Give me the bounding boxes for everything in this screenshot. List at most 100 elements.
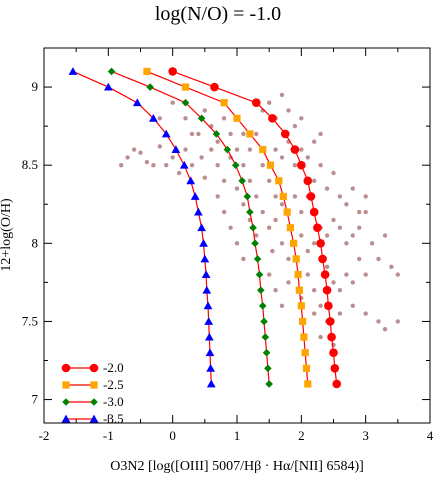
scatter-point <box>337 311 343 316</box>
legend-marker <box>62 381 70 389</box>
scatter-point <box>324 186 330 191</box>
data-point <box>283 208 291 216</box>
scatter-point <box>273 147 278 152</box>
data-point <box>292 255 300 263</box>
scatter-point <box>254 131 259 137</box>
data-point <box>199 238 208 247</box>
data-point <box>220 99 228 107</box>
data-point <box>324 301 333 311</box>
scatter-point <box>273 288 278 293</box>
scatter-point <box>286 108 291 113</box>
data-point <box>306 192 316 201</box>
scatter-point <box>267 272 272 277</box>
scatter-point <box>344 202 349 207</box>
data-point <box>313 223 322 232</box>
data-point <box>143 67 151 76</box>
legend-label: -2.5 <box>103 377 124 392</box>
data-point <box>301 349 309 357</box>
scatter-point <box>273 217 278 223</box>
series-line <box>111 70 270 384</box>
scatter-point <box>241 131 246 137</box>
data-point <box>168 67 177 76</box>
legend-marker <box>90 381 98 389</box>
data-point <box>246 130 254 138</box>
scatter-point <box>344 241 349 246</box>
scatter-point <box>183 116 188 121</box>
scatter-point <box>241 163 246 168</box>
scatter-point <box>299 147 304 152</box>
data-point <box>186 176 196 185</box>
data-point <box>171 145 181 154</box>
data-point <box>204 317 214 325</box>
data-point <box>249 223 257 232</box>
scatter-point <box>138 150 143 155</box>
data-point <box>202 285 212 294</box>
scatter-point <box>382 327 388 332</box>
data-point <box>322 285 332 295</box>
y-tick-label: 8.5 <box>22 157 38 172</box>
series-0 <box>168 67 342 389</box>
legend-marker <box>89 363 99 373</box>
data-point <box>190 192 200 200</box>
scatter-point <box>189 163 195 168</box>
scatter-point <box>299 116 304 121</box>
scatter-point <box>389 264 394 269</box>
scatter-point <box>331 217 336 223</box>
scatter-point <box>337 225 343 230</box>
data-point <box>179 160 189 169</box>
legend-marker <box>62 398 70 406</box>
series-lines <box>68 67 342 389</box>
data-point <box>107 67 116 76</box>
x-tick-label: -1 <box>103 428 114 443</box>
chart-title: log(N/O) = -1.0 <box>155 3 281 25</box>
scatter-point <box>119 163 124 168</box>
data-point <box>320 270 330 279</box>
data-point <box>258 302 267 310</box>
x-tick-label: 3 <box>362 428 369 443</box>
scatter-point <box>363 194 368 199</box>
data-point <box>303 176 313 186</box>
scatter-point <box>357 256 362 262</box>
data-point <box>309 207 319 217</box>
scatter-point <box>331 280 336 285</box>
scatter-point <box>157 144 162 149</box>
scatter-point <box>144 159 150 165</box>
scatter-point <box>267 225 272 230</box>
data-point <box>325 317 335 326</box>
data-point <box>265 380 273 388</box>
scatter-point <box>286 256 291 262</box>
scatter-point <box>202 175 207 180</box>
scatter-point <box>382 233 388 238</box>
y-tick-label: 7.5 <box>22 313 38 328</box>
data-point <box>197 223 206 232</box>
scatter-point <box>267 178 272 183</box>
scatter-point <box>170 155 175 160</box>
legend: -2.0 -2.5 -3.0 -3.5 <box>61 360 124 426</box>
data-point <box>330 364 340 373</box>
scatter-point <box>357 209 362 215</box>
scatter-point <box>273 194 278 199</box>
scatter-point <box>395 272 400 277</box>
scatter-point <box>305 272 310 277</box>
scatter-point <box>209 147 214 152</box>
data-point <box>257 286 265 294</box>
y-tick-label: 9 <box>32 79 39 94</box>
scatter-point <box>312 288 317 293</box>
series-1 <box>143 67 312 388</box>
x-tick-label: 0 <box>169 428 176 443</box>
x-tick-label: -2 <box>39 428 50 443</box>
scatter-point <box>324 233 330 238</box>
data-point <box>210 82 219 92</box>
series-3 <box>68 67 216 388</box>
series-2 <box>107 67 273 388</box>
scatter-point <box>279 155 285 160</box>
scatter-point <box>164 163 169 168</box>
legend-marker <box>61 363 71 373</box>
scatter-point <box>215 139 220 144</box>
legend-entry: -2.5 <box>62 377 124 392</box>
data-point <box>251 98 261 107</box>
data-point <box>259 145 267 154</box>
legend-marker <box>61 414 71 423</box>
scatter-point <box>344 272 349 277</box>
